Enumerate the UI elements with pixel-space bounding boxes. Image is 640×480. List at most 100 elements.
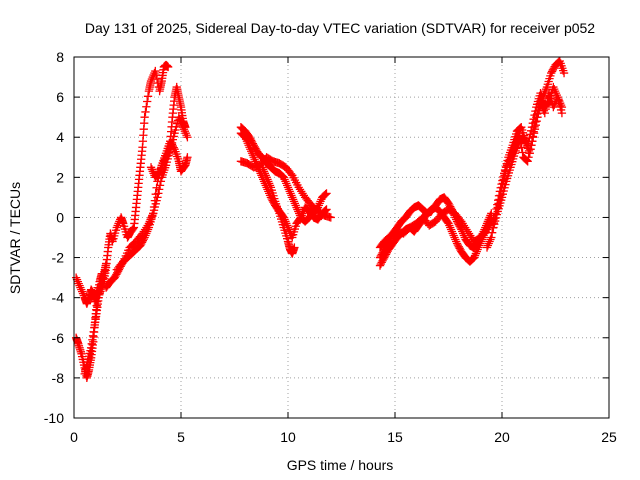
data-point <box>527 137 537 146</box>
data-point <box>183 153 192 162</box>
data-point <box>498 179 508 188</box>
y-tick-label: -4 <box>52 290 65 306</box>
x-tick-label: 15 <box>387 429 403 445</box>
series-track-10 <box>236 153 335 222</box>
grid-lines <box>74 57 609 418</box>
x-tick-label: 0 <box>70 429 78 445</box>
data-point <box>496 187 506 196</box>
series-track-11 <box>258 163 299 258</box>
data-point <box>149 209 158 218</box>
y-tick-label: 0 <box>56 209 64 225</box>
x-tick-label: 25 <box>601 429 617 445</box>
data-point <box>152 183 161 192</box>
chart-title: Day 131 of 2025, Sidereal Day-to-day VTE… <box>85 20 595 36</box>
data-point <box>514 129 524 138</box>
y-axis-tick-labels: -10 -8 -6 -4 -2 0 2 4 6 8 <box>44 49 64 426</box>
data-point <box>528 132 537 141</box>
data-point <box>140 113 149 122</box>
data-point <box>326 213 335 222</box>
data-point <box>557 109 567 118</box>
data-point <box>322 189 331 198</box>
data-point <box>524 153 533 162</box>
data-point <box>531 117 540 127</box>
series-track-05 <box>101 113 192 292</box>
plot-frame <box>73 56 610 419</box>
data-point <box>488 228 497 237</box>
y-tick-label: -8 <box>52 370 65 386</box>
y-tick-label: 2 <box>56 169 64 185</box>
data-point <box>532 113 541 122</box>
data-point <box>542 100 551 110</box>
data-point <box>142 102 151 111</box>
data-point <box>149 202 159 212</box>
data-point <box>526 145 535 154</box>
data-point <box>515 133 525 143</box>
data-point <box>496 191 505 200</box>
series-track-04 <box>95 60 173 298</box>
data-point <box>532 109 542 119</box>
data-point <box>559 68 569 78</box>
data-point <box>151 190 160 199</box>
data-marks <box>71 56 569 383</box>
y-tick-label: 8 <box>56 49 64 65</box>
data-point <box>553 92 562 102</box>
data-point <box>143 92 153 101</box>
data-point <box>491 213 501 222</box>
data-point <box>497 183 507 192</box>
series-track-07 <box>146 82 190 182</box>
data-point <box>541 104 550 114</box>
data-point <box>164 62 173 72</box>
data-point <box>556 105 566 115</box>
y-tick-label: 6 <box>56 89 64 105</box>
data-point <box>517 143 526 152</box>
data-point <box>500 171 509 180</box>
data-point <box>554 96 563 105</box>
data-point <box>170 129 179 138</box>
data-point <box>143 97 152 106</box>
axis-ticks <box>73 56 610 419</box>
data-point <box>540 109 549 118</box>
data-point <box>321 190 330 199</box>
data-point <box>556 102 565 111</box>
data-point <box>150 196 160 205</box>
data-point <box>555 99 564 108</box>
data-point <box>141 107 150 117</box>
data-point <box>490 220 499 229</box>
data-point <box>489 223 498 232</box>
data-point <box>529 127 538 136</box>
x-tick-label: 20 <box>494 429 510 445</box>
data-point <box>181 123 190 132</box>
data-point <box>494 199 503 208</box>
data-point <box>530 122 539 131</box>
y-tick-label: -2 <box>52 250 65 266</box>
series-track-06 <box>112 137 192 274</box>
data-point <box>151 199 160 208</box>
data-point <box>499 175 508 184</box>
x-axis-label: GPS time / hours <box>287 457 394 473</box>
data-point <box>117 259 127 268</box>
data-point <box>290 243 299 252</box>
data-point <box>495 195 504 204</box>
data-point <box>487 233 496 242</box>
data-point <box>525 149 534 158</box>
y-tick-label: -10 <box>44 410 64 426</box>
data-point <box>171 125 180 135</box>
data-point <box>523 157 532 166</box>
y-tick-label: -6 <box>52 330 65 346</box>
data-point <box>518 148 527 157</box>
data-point <box>183 133 192 142</box>
data-point <box>493 203 502 212</box>
x-axis-tick-labels: 0 5 10 15 20 25 <box>70 429 617 445</box>
y-axis-label: SDTVAR / TECUs <box>7 182 23 294</box>
x-tick-label: 5 <box>177 429 185 445</box>
data-point <box>163 150 172 160</box>
data-point <box>526 141 536 150</box>
series-track-17 <box>493 88 567 212</box>
data-point <box>501 167 510 176</box>
data-point <box>516 138 525 147</box>
series-track-14 <box>375 205 498 252</box>
data-point <box>128 224 138 233</box>
data-point <box>151 66 160 76</box>
